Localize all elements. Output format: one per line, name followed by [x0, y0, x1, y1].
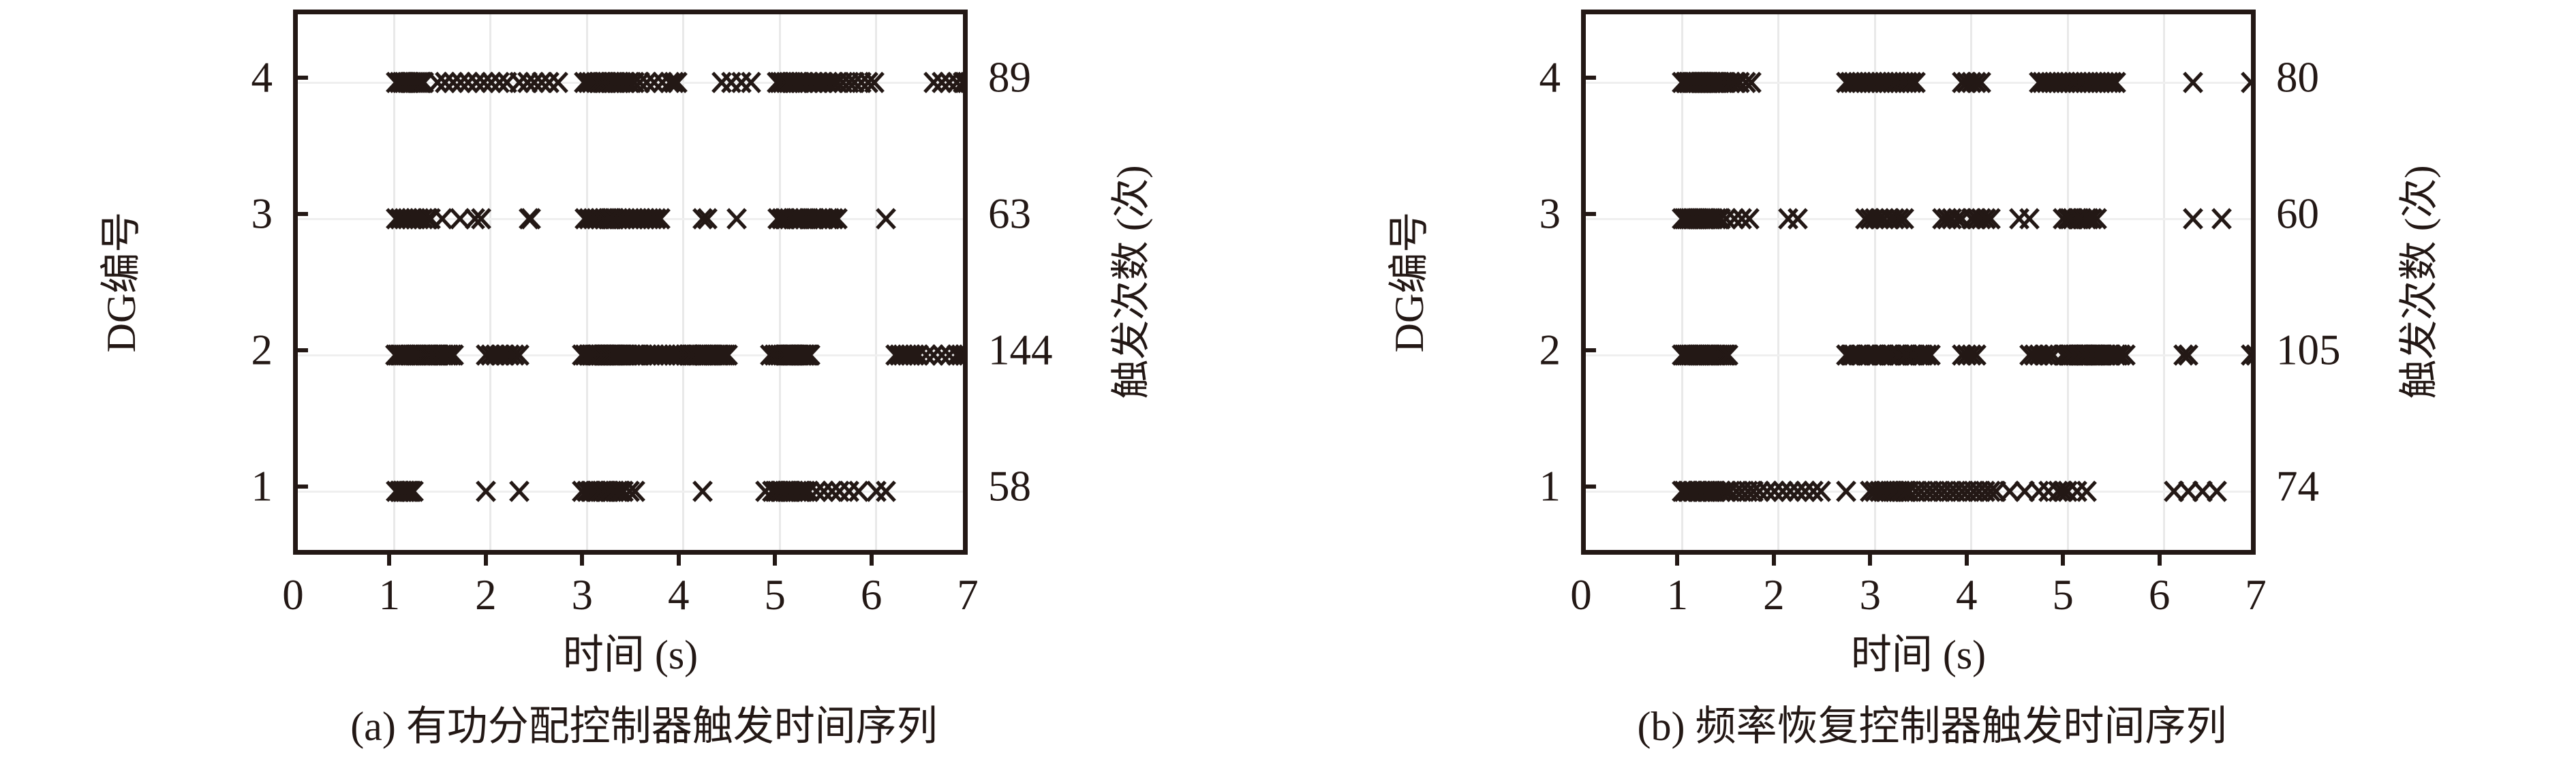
- gridline-horizontal: [1586, 354, 2251, 356]
- x-axis-tick-label: 0: [1570, 571, 1592, 619]
- trigger-count-label: 144: [988, 326, 1053, 374]
- y-axis-tick-label: 1: [1539, 462, 1561, 510]
- gridline-vertical: [1777, 14, 1780, 550]
- y-axis-tick-label: 1: [251, 462, 273, 510]
- gridline-vertical: [2163, 14, 2166, 550]
- trigger-count-label: 63: [988, 189, 1031, 238]
- x-axis-tick: [387, 551, 392, 566]
- y-axis-tick: [293, 76, 308, 80]
- y-axis-secondary-title-a: 触发次数 (次): [1109, 165, 1153, 399]
- trigger-count-label: 89: [988, 53, 1031, 102]
- y-axis-tick: [293, 212, 308, 216]
- y-axis-secondary-title-b: 触发次数 (次): [2397, 165, 2441, 399]
- gridline-horizontal: [298, 354, 963, 356]
- trigger-count-label: 58: [988, 462, 1031, 510]
- x-axis-tick-label: 7: [2245, 571, 2267, 619]
- trigger-count-label: 105: [2276, 326, 2341, 374]
- y-axis-tick-label: 4: [251, 53, 273, 102]
- y-axis-tick-label: 2: [1539, 326, 1561, 374]
- gridline-vertical: [1681, 14, 1683, 550]
- x-axis-tick-label: 5: [764, 571, 786, 619]
- x-axis-tick: [580, 551, 585, 566]
- y-axis-tick: [1581, 485, 1596, 489]
- y-axis-tick: [1581, 212, 1596, 216]
- x-axis-tick: [1675, 551, 1680, 566]
- x-axis-tick-label: 3: [1859, 571, 1882, 619]
- x-axis-tick: [1964, 551, 1969, 566]
- y-axis-title-a: DG编号: [99, 211, 144, 353]
- gridline-horizontal: [1586, 490, 2251, 493]
- x-axis-tick: [1868, 551, 1873, 566]
- plot-area-b: [1581, 10, 2256, 555]
- x-axis-tick-label: 0: [282, 571, 304, 619]
- y-axis-tick-label: 3: [251, 189, 273, 238]
- x-axis-tick-label: 2: [475, 571, 497, 619]
- y-axis-tick-label: 3: [1539, 189, 1561, 238]
- x-axis-tick: [676, 551, 681, 566]
- y-axis-tick-label: 4: [1539, 53, 1561, 102]
- gridline-horizontal: [1586, 81, 2251, 84]
- x-axis-tick-label: 4: [667, 571, 690, 619]
- y-axis-tick: [293, 348, 308, 352]
- gridline-vertical: [489, 14, 492, 550]
- x-axis-title-a: 时间 (s): [562, 632, 699, 677]
- x-axis-tick: [2157, 551, 2162, 566]
- gridline-horizontal: [298, 81, 963, 84]
- gridline-vertical: [585, 14, 588, 550]
- x-axis-tick-label: 6: [860, 571, 883, 619]
- y-axis-tick: [293, 485, 308, 489]
- x-axis-tick-label: 7: [957, 571, 979, 619]
- plot-area-a: [293, 10, 968, 555]
- x-axis-tick: [773, 551, 778, 566]
- x-axis-tick-label: 3: [571, 571, 594, 619]
- y-axis-title-b: DG编号: [1387, 211, 1432, 353]
- gridline-horizontal: [298, 490, 963, 493]
- panel-a: DG编号 触发次数 (次) 时间 (s) (a) 有功分配控制器触发时间序列 4…: [99, 10, 1153, 749]
- x-axis-tick-label: 1: [378, 571, 401, 619]
- x-axis-tick-label: 4: [1955, 571, 1978, 619]
- y-axis-tick-label: 2: [251, 326, 273, 374]
- x-axis-tick: [869, 551, 874, 566]
- gridline-horizontal: [298, 217, 963, 220]
- panel-b: DG编号 触发次数 (次) 时间 (s) (b) 频率恢复控制器触发时间序列 4…: [1288, 0, 2576, 768]
- gridline-vertical: [1970, 14, 1973, 550]
- trigger-count-label: 80: [2276, 53, 2319, 102]
- x-axis-tick: [1771, 551, 1776, 566]
- trigger-count-label: 74: [2276, 462, 2319, 510]
- gridline-vertical: [682, 14, 685, 550]
- x-axis-tick-label: 5: [2052, 571, 2074, 619]
- panel-caption-b: (b) 频率恢复控制器触发时间序列: [1637, 704, 2227, 749]
- gridline-vertical: [1873, 14, 1876, 550]
- gridline-horizontal: [1586, 217, 2251, 220]
- x-axis-title-b: 时间 (s): [1850, 632, 1987, 677]
- panel-caption-a: (a) 有功分配控制器触发时间序列: [350, 704, 938, 749]
- y-axis-tick: [1581, 76, 1596, 80]
- gridline-vertical: [875, 14, 878, 550]
- gridline-vertical: [778, 14, 781, 550]
- trigger-count-label: 60: [2276, 189, 2319, 238]
- gridline-vertical: [2066, 14, 2069, 550]
- y-axis-tick: [1581, 348, 1596, 352]
- x-axis-tick-label: 6: [2148, 571, 2171, 619]
- x-axis-tick: [483, 551, 488, 566]
- x-axis-tick-label: 1: [1666, 571, 1689, 619]
- gridline-vertical: [393, 14, 395, 550]
- x-axis-tick: [2061, 551, 2066, 566]
- x-axis-tick-label: 2: [1763, 571, 1785, 619]
